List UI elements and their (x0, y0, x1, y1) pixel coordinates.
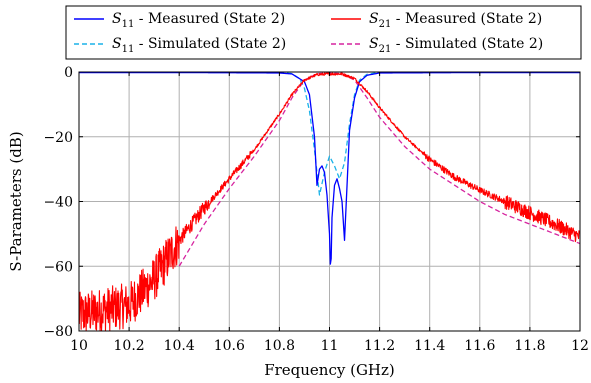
y-axis-label: S-Parameters (dB) (7, 131, 25, 271)
legend-label: S21 - Simulated (State 2) (369, 36, 543, 55)
legend-label-main: S (112, 11, 122, 27)
x-axis-label: Frequency (GHz) (264, 361, 395, 379)
legend-label-sub: 21 (379, 44, 392, 55)
legend-label-main: S (369, 11, 379, 27)
x-tick-label: 11.8 (514, 338, 545, 354)
x-tick-label: 11.2 (364, 338, 395, 354)
x-tick-label: 12 (571, 338, 589, 354)
legend-label-rest: - Measured (State 2) (134, 11, 285, 27)
axis-ticks: 10 10.2 10.4 10.6 10.8 11 11.2 11.4 11.6 11.8 12 0 −… (43, 65, 588, 354)
y-tick-label: 0 (64, 65, 73, 81)
series-line-3 (178, 72, 580, 267)
legend-label-sub: 11 (122, 44, 135, 55)
x-tick-label: 11.6 (464, 338, 495, 354)
series-line-0 (79, 72, 580, 265)
x-tick-label: 11 (321, 338, 339, 354)
legend-label-rest: - Measured (State 2) (391, 11, 542, 27)
x-tick-label: 10.2 (114, 338, 145, 354)
legend-label-rest: - Simulated (State 2) (134, 36, 286, 52)
legend-label: S11 - Simulated (State 2) (112, 36, 286, 55)
legend-label: S11 - Measured (State 2) (112, 11, 285, 30)
legend-label: S21 - Measured (State 2) (369, 11, 542, 30)
legend-label-sub: 21 (379, 19, 392, 30)
y-tick-label: −80 (43, 324, 73, 340)
x-tick-label: 10.4 (164, 338, 195, 354)
x-tick-label: 10 (70, 338, 88, 354)
legend-box (65, 5, 582, 60)
x-tick-label: 11.4 (414, 338, 445, 354)
legend-label-sub: 11 (122, 19, 135, 30)
legend: S11 - Measured (State 2) S21 - Measured (… (65, 5, 582, 60)
x-tick-label: 10.6 (214, 338, 245, 354)
y-tick-label: −20 (43, 130, 73, 146)
x-tick-label: 10.8 (264, 338, 295, 354)
legend-label-rest: - Simulated (State 2) (391, 36, 543, 52)
legend-label-main: S (369, 36, 379, 52)
y-tick-label: −40 (43, 195, 73, 211)
legend-label-main: S (112, 36, 122, 52)
y-tick-label: −60 (43, 259, 73, 275)
